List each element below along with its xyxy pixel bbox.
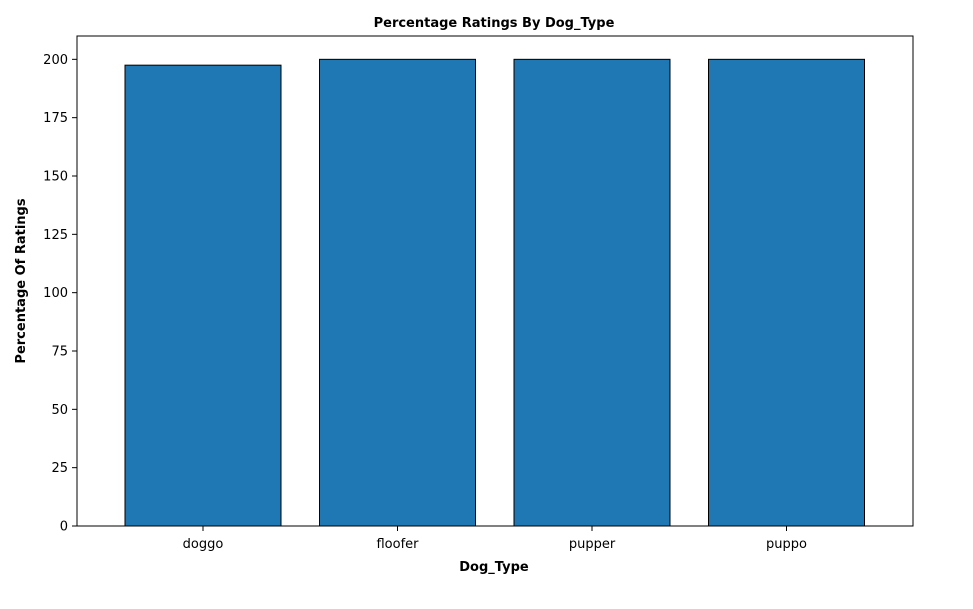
x-axis: doggo floofer pupper puppo bbox=[183, 526, 807, 552]
y-tick-label: 0 bbox=[60, 520, 68, 535]
y-tick-label: 25 bbox=[51, 461, 68, 476]
y-tick-label: 50 bbox=[51, 403, 68, 418]
y-axis-label: Percentage Of Ratings bbox=[14, 198, 29, 363]
y-tick-label: 150 bbox=[43, 170, 68, 185]
bar-doggo bbox=[124, 64, 282, 527]
y-tick-label: 75 bbox=[51, 345, 68, 360]
plot-frame bbox=[76, 35, 914, 527]
bars-layer bbox=[124, 58, 865, 527]
bar-pupper bbox=[513, 58, 671, 527]
chart-title: Percentage Ratings By Dog_Type bbox=[374, 16, 615, 31]
y-tick-label: 175 bbox=[43, 111, 68, 126]
x-axis-label: Dog_Type bbox=[459, 560, 529, 575]
y-axis: 0 25 50 75 100 125 150 175 200 bbox=[43, 53, 77, 535]
x-tick-label: puppo bbox=[766, 537, 807, 552]
y-tick-label: 125 bbox=[43, 228, 68, 243]
x-tick-label: doggo bbox=[183, 537, 224, 552]
y-tick-label: 100 bbox=[43, 286, 68, 301]
bar-puppo bbox=[708, 58, 865, 527]
bar-floofer bbox=[319, 58, 476, 527]
x-tick-label: pupper bbox=[569, 537, 616, 552]
x-tick-label: floofer bbox=[376, 537, 419, 552]
y-tick-label: 200 bbox=[43, 53, 68, 68]
